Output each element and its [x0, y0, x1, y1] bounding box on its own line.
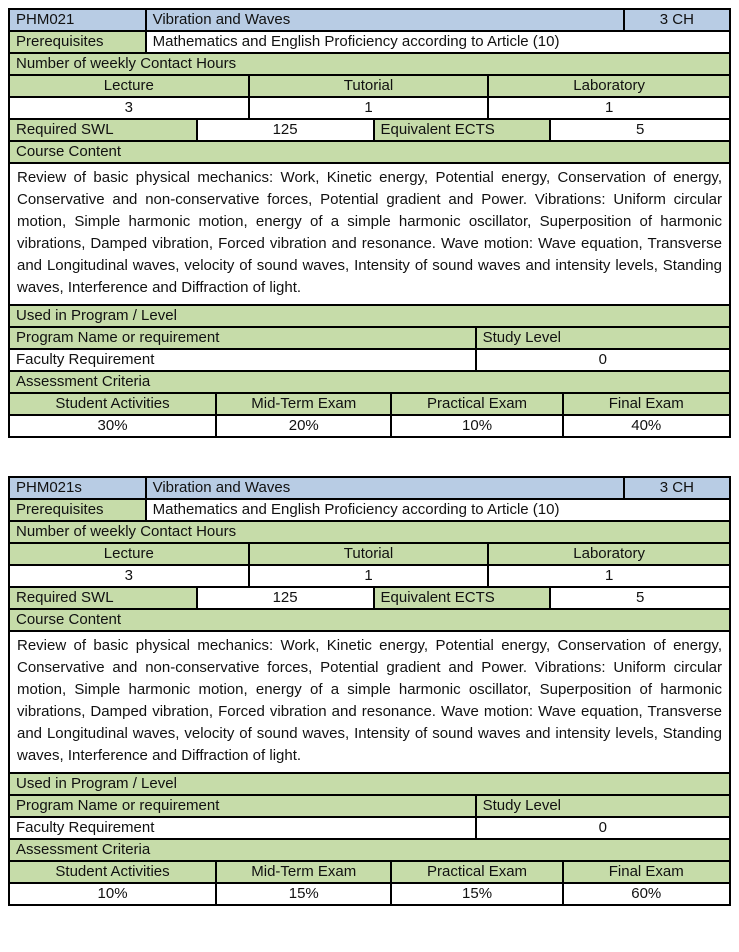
required-swl-label: Required SWL	[10, 120, 198, 140]
workload-row: Required SWL 125 Equivalent ECTS 5	[10, 120, 729, 142]
course-content-row: Review of basic physical mechanics: Work…	[10, 632, 729, 774]
prerequisites-value: Mathematics and English Proficiency acco…	[152, 33, 560, 50]
course-title: Vibration and Waves	[146, 10, 625, 30]
assessment-section-label: Assessment Criteria	[10, 372, 729, 392]
practical-exam-percent: 10%	[392, 416, 564, 436]
column-header-midterm-exam: Mid-Term Exam	[217, 862, 393, 882]
course-content-section-label: Course Content	[10, 142, 729, 162]
workload-row: Required SWL 125 Equivalent ECTS 5	[10, 588, 729, 610]
course-header-row: PHM021 Vibration and Waves 3 CH	[10, 10, 729, 32]
assessment-values-row: 10% 15% 15% 60%	[10, 884, 729, 904]
contact-hours-section-label: Number of weekly Contact Hours	[10, 522, 729, 542]
program-header-row: Program Name or requirement Study Level	[10, 796, 729, 818]
study-level-label: Study Level	[476, 328, 729, 348]
course-spec-table-phm021s: PHM021s Vibration and Waves 3 CH Prerequ…	[8, 476, 731, 906]
column-header-tutorial: Tutorial	[249, 76, 490, 96]
contact-hours-section-label: Number of weekly Contact Hours	[10, 54, 729, 74]
contact-hours-header-row: Number of weekly Contact Hours	[10, 54, 729, 76]
tutorial-hours-value: 1	[250, 566, 490, 586]
assessment-header-row: Assessment Criteria	[10, 372, 729, 394]
course-header-row: PHM021s Vibration and Waves 3 CH	[10, 478, 729, 500]
column-header-student-activities: Student Activities	[10, 394, 218, 414]
equivalent-ects-label: Equivalent ECTS	[374, 120, 552, 140]
column-header-midterm-exam: Mid-Term Exam	[217, 394, 393, 414]
column-header-laboratory: Laboratory	[489, 76, 729, 96]
column-header-tutorial: Tutorial	[249, 544, 490, 564]
student-activities-percent: 10%	[10, 884, 218, 904]
practical-exam-percent: 15%	[392, 884, 564, 904]
course-content-section-label: Course Content	[10, 610, 729, 630]
course-content-header-row: Course Content	[10, 142, 729, 164]
assessment-values-row: 30% 20% 10% 40%	[10, 416, 729, 436]
program-header-row: Program Name or requirement Study Level	[10, 328, 729, 350]
equivalent-ects-value: 5	[635, 121, 645, 138]
contact-hours-columns-row: Lecture Tutorial Laboratory	[10, 544, 729, 566]
prerequisites-label: Prerequisites	[10, 32, 147, 52]
course-spec-table-phm021: PHM021 Vibration and Waves 3 CH Prerequi…	[8, 8, 731, 438]
program-name-label: Program Name or requirement	[10, 796, 477, 816]
final-exam-percent: 60%	[631, 885, 662, 902]
course-code: PHM021s	[10, 478, 147, 498]
required-swl-label: Required SWL	[10, 588, 198, 608]
laboratory-hours-value: 1	[604, 567, 614, 584]
study-level-value: 0	[598, 351, 607, 368]
contact-hours-values-row: 3 1 1	[10, 566, 729, 588]
final-exam-percent: 40%	[631, 417, 662, 434]
assessment-section-label: Assessment Criteria	[10, 840, 729, 860]
assessment-header-row: Assessment Criteria	[10, 840, 729, 862]
program-values-row: Faculty Requirement 0	[10, 818, 729, 840]
column-header-lecture: Lecture	[10, 76, 250, 96]
column-header-student-activities: Student Activities	[10, 862, 218, 882]
laboratory-hours-value: 1	[604, 99, 614, 116]
prerequisites-row: Prerequisites Mathematics and English Pr…	[10, 500, 729, 522]
program-name-label: Program Name or requirement	[10, 328, 477, 348]
course-content-row: Review of basic physical mechanics: Work…	[10, 164, 729, 306]
midterm-exam-percent: 15%	[217, 884, 393, 904]
column-header-lecture: Lecture	[10, 544, 250, 564]
equivalent-ects-value: 5	[635, 589, 645, 606]
column-header-practical-exam: Practical Exam	[392, 862, 564, 882]
used-in-program-section-label: Used in Program / Level	[10, 774, 729, 794]
column-header-final-exam: Final Exam	[563, 394, 729, 414]
prerequisites-label: Prerequisites	[10, 500, 147, 520]
required-swl-value: 125	[198, 588, 375, 608]
course-content-text: Review of basic physical mechanics: Work…	[17, 637, 722, 764]
program-name-value: Faculty Requirement	[10, 818, 477, 838]
contact-hours-values-row: 3 1 1	[10, 98, 729, 120]
column-header-laboratory: Laboratory	[489, 544, 729, 564]
equivalent-ects-label: Equivalent ECTS	[374, 588, 552, 608]
lecture-hours-value: 3	[10, 566, 250, 586]
midterm-exam-percent: 20%	[217, 416, 393, 436]
required-swl-value: 125	[198, 120, 375, 140]
prerequisites-row: Prerequisites Mathematics and English Pr…	[10, 32, 729, 54]
course-code: PHM021	[10, 10, 147, 30]
assessment-columns-row: Student Activities Mid-Term Exam Practic…	[10, 862, 729, 884]
course-content-header-row: Course Content	[10, 610, 729, 632]
used-in-program-row: Used in Program / Level	[10, 774, 729, 796]
column-header-practical-exam: Practical Exam	[392, 394, 564, 414]
student-activities-percent: 30%	[10, 416, 218, 436]
tutorial-hours-value: 1	[250, 98, 490, 118]
course-content-text: Review of basic physical mechanics: Work…	[17, 169, 722, 296]
credit-hours: 3 CH	[624, 10, 729, 30]
study-level-value: 0	[598, 819, 607, 836]
contact-hours-header-row: Number of weekly Contact Hours	[10, 522, 729, 544]
prerequisites-value: Mathematics and English Proficiency acco…	[152, 501, 560, 518]
program-name-value: Faculty Requirement	[10, 350, 477, 370]
course-title: Vibration and Waves	[146, 478, 625, 498]
program-values-row: Faculty Requirement 0	[10, 350, 729, 372]
column-header-final-exam: Final Exam	[563, 862, 729, 882]
study-level-label: Study Level	[476, 796, 729, 816]
credit-hours: 3 CH	[624, 478, 729, 498]
contact-hours-columns-row: Lecture Tutorial Laboratory	[10, 76, 729, 98]
used-in-program-row: Used in Program / Level	[10, 306, 729, 328]
lecture-hours-value: 3	[10, 98, 250, 118]
assessment-columns-row: Student Activities Mid-Term Exam Practic…	[10, 394, 729, 416]
used-in-program-section-label: Used in Program / Level	[10, 306, 729, 326]
